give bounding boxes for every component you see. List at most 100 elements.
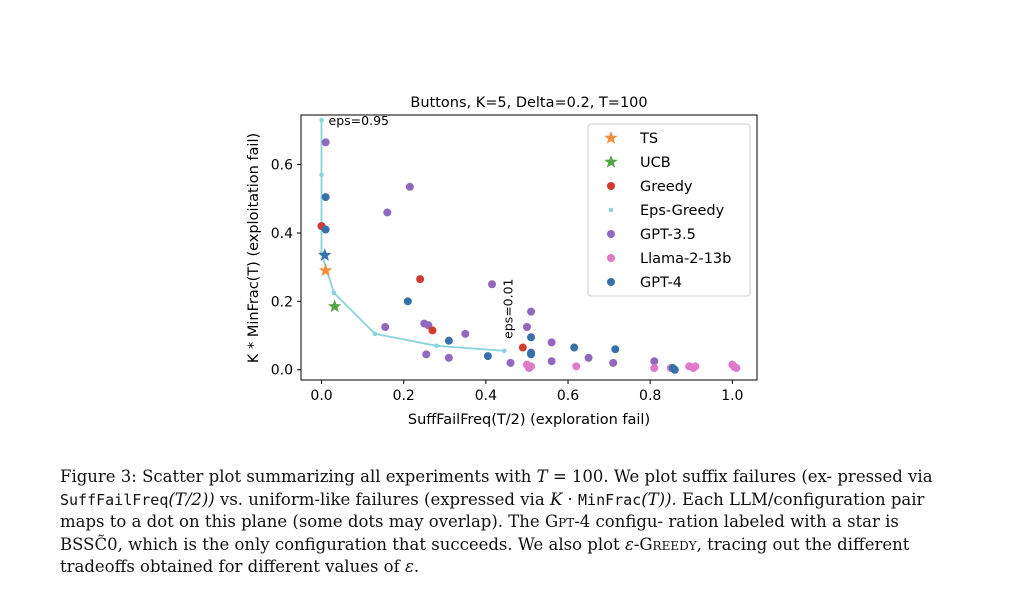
y-tick-label: 0.6 — [271, 158, 293, 174]
y-tick-label: 0.4 — [271, 226, 293, 242]
caption-text: . — [413, 557, 420, 576]
caption-text: configu- — [595, 512, 664, 531]
chart-title: Buttons, K=5, Delta=0.2, T=100 — [410, 95, 647, 111]
caption-math-K: K — [549, 489, 563, 509]
x-tick-label: 0.4 — [475, 388, 497, 404]
caption-text: pressed via — [837, 467, 933, 486]
gpt-3-5-point — [405, 182, 414, 191]
y-tick-label: 0.2 — [271, 294, 293, 310]
gpt-4-point — [321, 225, 330, 234]
gpt-4-point — [668, 364, 677, 373]
figure-caption: Figure 3: Scatter plot summarizing all e… — [60, 466, 950, 579]
legend-label-ts: TS — [639, 131, 658, 147]
eps-greedy-point — [319, 117, 324, 123]
plot-frame — [300, 114, 758, 381]
gpt-3-5-point — [506, 358, 515, 367]
gpt-4-point — [527, 333, 536, 342]
caption-text: LLM/configuration pair maps to a dot on … — [60, 489, 925, 532]
annotations: eps=0.95 eps=0.01 — [329, 113, 516, 339]
caption-text: , tracing out the different tradeoffs ob… — [60, 534, 910, 577]
gpt-4-point — [321, 193, 330, 202]
gpt-3-5-point — [321, 138, 330, 147]
caption-code: MinFrac — [578, 490, 642, 509]
y-axis-label: K * MinFrac(T) (exploitation fail) — [246, 133, 262, 363]
llama-2-13b-point — [691, 362, 700, 371]
ucb-star-marker — [328, 299, 342, 313]
legend-label-llama-2-13b: Llama-2-13b — [640, 251, 731, 267]
gpt-3-5-point — [527, 307, 536, 316]
scatter-chart: Buttons, K=5, Delta=0.2, T=100 0.0 0.2 0.4… — [246, 95, 758, 428]
gpt-3-5-point — [488, 280, 497, 289]
greedy-point — [428, 326, 437, 335]
eps-greedy-line — [320, 120, 505, 352]
x-tick-label: 0.2 — [393, 388, 415, 404]
caption-text: 0, which is the only configuration that … — [107, 534, 620, 554]
legend-label-eps-greedy: Eps-Greedy — [640, 203, 725, 219]
legend-marker-gpt-3-5 — [607, 230, 615, 238]
gpt-3-5-point — [383, 208, 392, 217]
x-axis: 0.0 0.2 0.4 0.6 0.8 1.0 — [310, 380, 743, 404]
legend-frame — [587, 123, 751, 297]
gpt-3-5-point — [584, 353, 593, 362]
gpt-4-star-star-marker — [318, 248, 332, 261]
gpt-3-5-point — [461, 329, 470, 338]
x-tick-label: 0.8 — [639, 388, 661, 404]
legend-label-gpt-4: GPT-4 — [640, 275, 682, 291]
x-tick-label: 0.0 — [310, 388, 332, 404]
caption-math-T: T — [536, 467, 548, 486]
llama-2-13b-point — [732, 364, 741, 373]
gpt-4-point — [403, 297, 412, 306]
eps-greedy-point — [331, 290, 337, 296]
caption-math: C̃ — [94, 534, 108, 554]
greedy-point — [416, 275, 425, 284]
y-tick-label: 0.0 — [271, 363, 293, 379]
legend-marker-gpt-4 — [607, 278, 615, 286]
x-axis-label: SuffFailFreq(T/2) (exploration fail) — [408, 412, 650, 428]
caption-method-name: -Greedy — [633, 534, 697, 554]
gpt-4-point — [527, 350, 536, 359]
legend-marker-greedy — [607, 182, 615, 190]
legend-label-ucb: UCB — [640, 155, 671, 171]
caption-math: (T)). — [641, 489, 677, 509]
gpt-3-5-point — [444, 353, 453, 362]
caption-text: = 100. — [552, 467, 609, 486]
legend: TS UCB Greedy Eps-Greedy GPT-3.5 Llama-2-13b G… — [587, 123, 751, 297]
legend-marker-llama-2-13b — [607, 254, 615, 262]
gpt-3-5-point — [547, 357, 556, 366]
gpt-3-5-point — [422, 350, 431, 359]
legend-marker-ts — [604, 131, 618, 144]
caption-code: SuffFailFreq — [60, 490, 169, 509]
caption-text: Scatter plot summarizing all experiments… — [142, 467, 532, 486]
eps-greedy-point — [502, 348, 507, 354]
caption-math-eps: ε — [404, 557, 414, 576]
caption-label: Figure 3: — [60, 467, 137, 486]
gpt-4-point — [483, 352, 492, 361]
gpt-4-point — [570, 343, 579, 352]
llama-2-13b-point — [572, 362, 581, 371]
legend-label-greedy: Greedy — [640, 179, 693, 195]
legend-label-gpt-3-5: GPT-3.5 — [640, 227, 696, 243]
gpt-4-point — [444, 336, 453, 345]
eps-annotation: eps=0.95 — [329, 113, 389, 128]
scatter-figure: Buttons, K=5, Delta=0.2, T=100 0.0 0.2 0.4… — [246, 95, 758, 428]
data-marks — [317, 117, 741, 374]
caption-model-name: Gpt-4 — [544, 512, 591, 531]
greedy-point — [518, 343, 527, 352]
legend-marker-ucb — [604, 155, 618, 168]
eps-greedy-point — [319, 172, 324, 178]
llama-2-13b-point — [650, 364, 659, 373]
gpt-3-5-point — [547, 338, 556, 347]
caption-text: ration labeled with a star is BSS — [60, 512, 899, 554]
caption-text: Each — [682, 489, 724, 509]
caption-text: vs. uniform-like failures (expressed via — [220, 489, 545, 509]
gpt-3-5-point — [609, 358, 618, 367]
gpt-4-point — [611, 345, 620, 354]
llama-2-13b-point — [527, 362, 536, 371]
x-tick-label: 0.6 — [557, 388, 579, 404]
ts-star-marker — [318, 263, 333, 277]
eps-greedy-point — [434, 343, 439, 349]
y-axis: 0.0 0.2 0.4 0.6 — [271, 158, 301, 379]
gpt-3-5-point — [381, 323, 390, 331]
caption-math-dot: · — [567, 489, 573, 509]
gpt-3-5-point — [522, 323, 531, 331]
